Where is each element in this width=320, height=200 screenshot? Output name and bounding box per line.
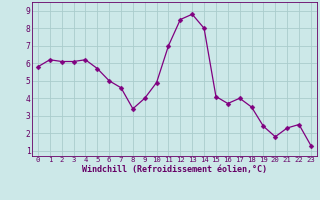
X-axis label: Windchill (Refroidissement éolien,°C): Windchill (Refroidissement éolien,°C)	[82, 165, 267, 174]
